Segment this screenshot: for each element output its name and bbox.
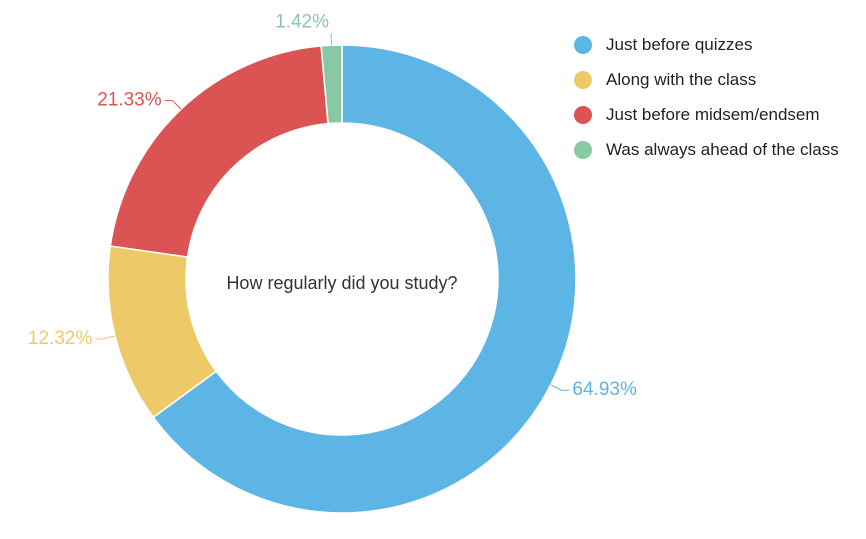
leader-line-was-always-ahead-of-the-class [330,33,333,46]
value-label-was-always-ahead-of-the-class: 1.42% [275,11,329,32]
slice-just-before-quizzes [152,44,577,514]
chart-legend: Just before quizzes Along with the class J… [574,27,839,167]
chart-slices [107,44,577,514]
leader-line-along-with-the-class [95,335,116,340]
slice-was-always-ahead-of-the-class [320,44,343,125]
legend-label: Just before quizzes [606,34,753,54]
leader-line-just-before-quizzes [550,384,570,391]
chart-value-labels: 64.93% 12.32% 21.33% 1.42% [28,11,637,400]
legend-swatch [574,70,592,89]
leader-line-just-before-midsem-endsem [164,100,182,110]
chart-leader-lines [95,33,570,391]
legend-item-along-with-the-class: Along with the class [574,62,839,97]
legend-label: Along with the class [606,69,757,89]
slice-just-before-midsem-endsem [109,45,329,258]
legend-swatch [574,35,592,54]
legend-item-was-always-ahead-of-the-class: Was always ahead of the class [574,132,839,167]
value-label-along-with-the-class: 12.32% [28,328,93,349]
chart-center-title: How regularly did you study? [226,273,457,293]
legend-swatch [574,105,592,124]
legend-item-just-before-quizzes: Just before quizzes [574,27,839,62]
value-label-just-before-midsem-endsem: 21.33% [97,90,162,111]
value-label-just-before-quizzes: 64.93% [572,379,637,400]
legend-swatch [574,140,592,159]
legend-label: Was always ahead of the class [606,139,839,159]
legend-item-just-before-midsem-endsem: Just before midsem/endsem [574,97,839,132]
legend-label: Just before midsem/endsem [606,104,820,124]
